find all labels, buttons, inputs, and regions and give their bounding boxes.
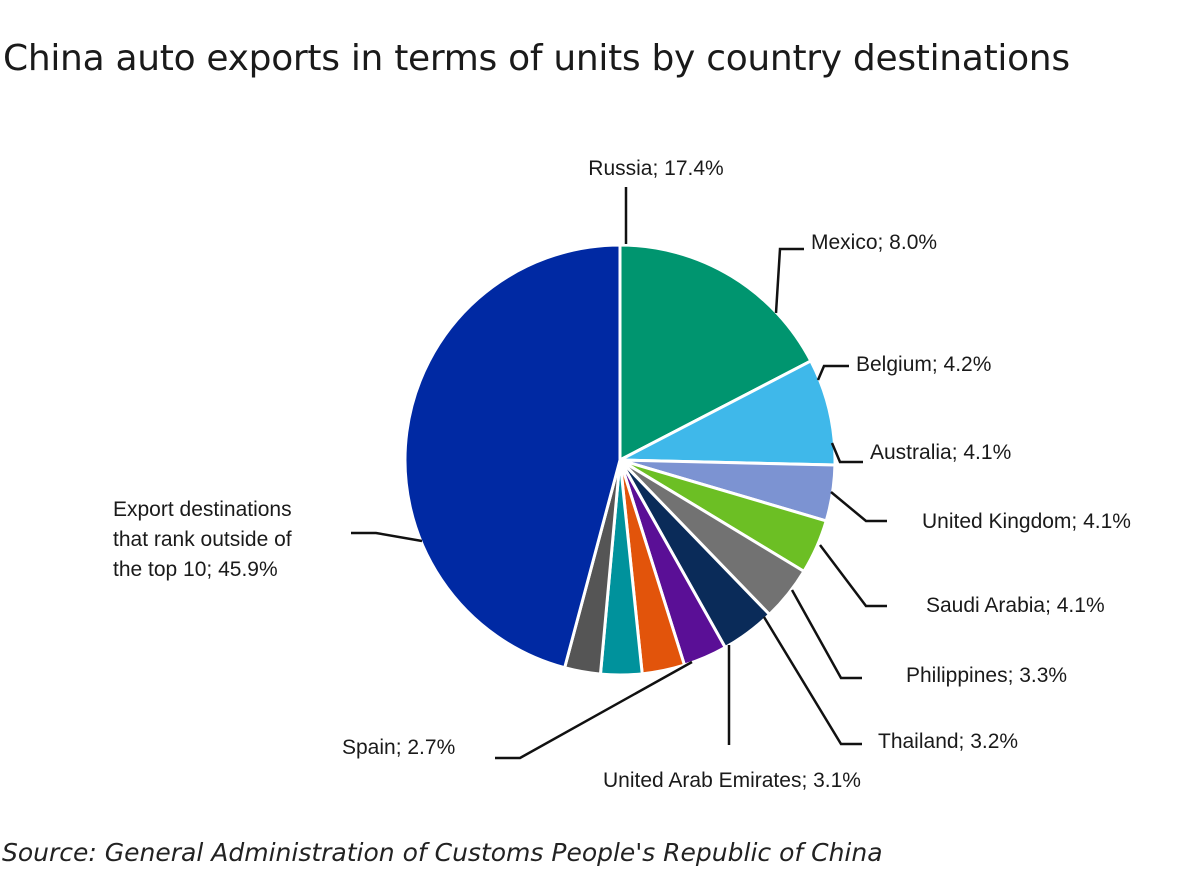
slice-label-australia: Australia; 4.1% [870, 441, 1011, 464]
slice-label-line: Saudi Arabia; 4.1% [926, 594, 1105, 617]
slice-label-line: Philippines; 3.3% [906, 664, 1067, 687]
leader-line-saudi-arabia [819, 544, 887, 608]
leader-line-united-kingdom [830, 491, 887, 523]
chart-title: China auto exports in terms of units by … [3, 38, 1070, 79]
slice-labels: Russia; 17.4% Mexico; 8.0% Belgium; 4.2% Au… [113, 157, 1131, 792]
source-note: Source: General Administration of Custom… [2, 838, 883, 867]
leader-lines [351, 187, 887, 760]
slice-label-line: United Arab Emirates; 3.1% [603, 769, 861, 792]
slice-label-line: United Kingdom; 4.1% [922, 510, 1131, 533]
slice-label-united-arab-emirates: United Arab Emirates; 3.1% [603, 769, 861, 792]
pie-slice-export-destinations-that-rank-outside-of-the-top-10 [403, 243, 622, 670]
slice-label-line: Thailand; 3.2% [878, 730, 1018, 753]
slice-label-united-kingdom: United Kingdom; 4.1% [922, 510, 1131, 533]
slice-label-line: that rank outside of [113, 528, 292, 551]
slice-label-mexico: Mexico; 8.0% [811, 231, 937, 254]
slice-label-philippines: Philippines; 3.3% [906, 664, 1067, 687]
slice-label-line: Russia; 17.4% [588, 157, 723, 180]
leader-line-spain [495, 660, 693, 760]
leader-line-philippines [790, 589, 862, 680]
slice-label-belgium: Belgium; 4.2% [856, 353, 991, 376]
slice-label-export-destinations-that-rank-outside-of-the-top-10: Export destinations that rank outside of t… [113, 498, 292, 581]
slice-label-line: Belgium; 4.2% [856, 353, 991, 376]
leader-line-belgium [816, 364, 849, 381]
leader-line-mexico [774, 247, 804, 314]
slice-label-saudi-arabia: Saudi Arabia; 4.1% [926, 594, 1105, 617]
slice-label-thailand: Thailand; 3.2% [878, 730, 1018, 753]
slice-label-line: Mexico; 8.0% [811, 231, 937, 254]
slice-label-line: Australia; 4.1% [870, 441, 1011, 464]
pie-slice-russia [618, 243, 813, 462]
slice-label-line: the top 10; 45.9% [113, 558, 278, 581]
leader-line-australia [830, 442, 863, 464]
leader-line-thailand [762, 616, 862, 746]
slice-label-line: Spain; 2.7% [342, 736, 455, 759]
leader-line-export-destinations-that-rank-outside-of-the-top-10 [351, 531, 423, 543]
slice-label-russia: Russia; 17.4% [588, 157, 723, 180]
pie-slice-mexico [618, 359, 837, 467]
slice-label-spain: Spain; 2.7% [342, 736, 455, 759]
slice-label-line: Export destinations [113, 498, 292, 521]
pie-slices [403, 243, 837, 677]
